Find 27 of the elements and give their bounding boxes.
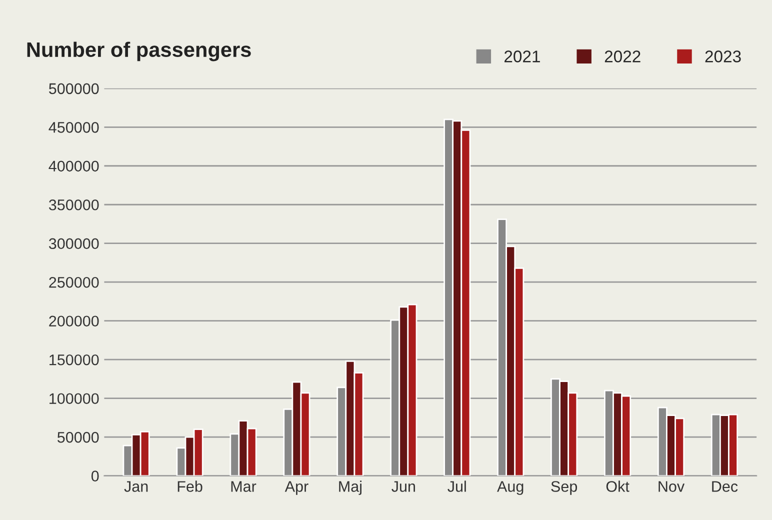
x-tick-label: Aug — [497, 481, 524, 495]
legend-label: 2023 — [705, 50, 741, 62]
x-tick-label: Feb — [178, 480, 202, 492]
y-tick-label: 200000 — [49, 316, 99, 327]
legend-label: 2021 — [504, 50, 540, 62]
x-tick-label: Dec — [712, 481, 738, 492]
y-tick-label: 350000 — [48, 199, 99, 210]
y-tick-label: 400000 — [48, 160, 99, 172]
x-tick-label: Jul — [448, 480, 466, 492]
x-tick-label: Okt — [606, 480, 630, 492]
y-tick-label: 250000 — [49, 276, 99, 288]
y-tick-label: 100000 — [50, 393, 99, 404]
x-tick-label: Mar — [231, 481, 256, 492]
y-tick-label: 150000 — [50, 354, 99, 366]
chart-title: Number of passengers — [27, 42, 251, 62]
y-tick-label: 50000 — [57, 432, 99, 443]
x-tick-label: Apr — [284, 481, 308, 495]
x-tick-label: Maj — [339, 480, 362, 495]
legend-label: 2022 — [604, 50, 640, 62]
y-tick-label: 500000 — [48, 83, 99, 94]
y-tick-label: 450000 — [48, 122, 99, 133]
x-tick-label: Nov — [658, 481, 685, 492]
x-tick-label: Jan — [124, 481, 148, 492]
x-tick-label: Sep — [551, 481, 578, 495]
y-tick-label: 0 — [91, 470, 99, 482]
x-tick-label: Jun — [392, 481, 415, 492]
y-tick-label: 300000 — [48, 238, 99, 250]
